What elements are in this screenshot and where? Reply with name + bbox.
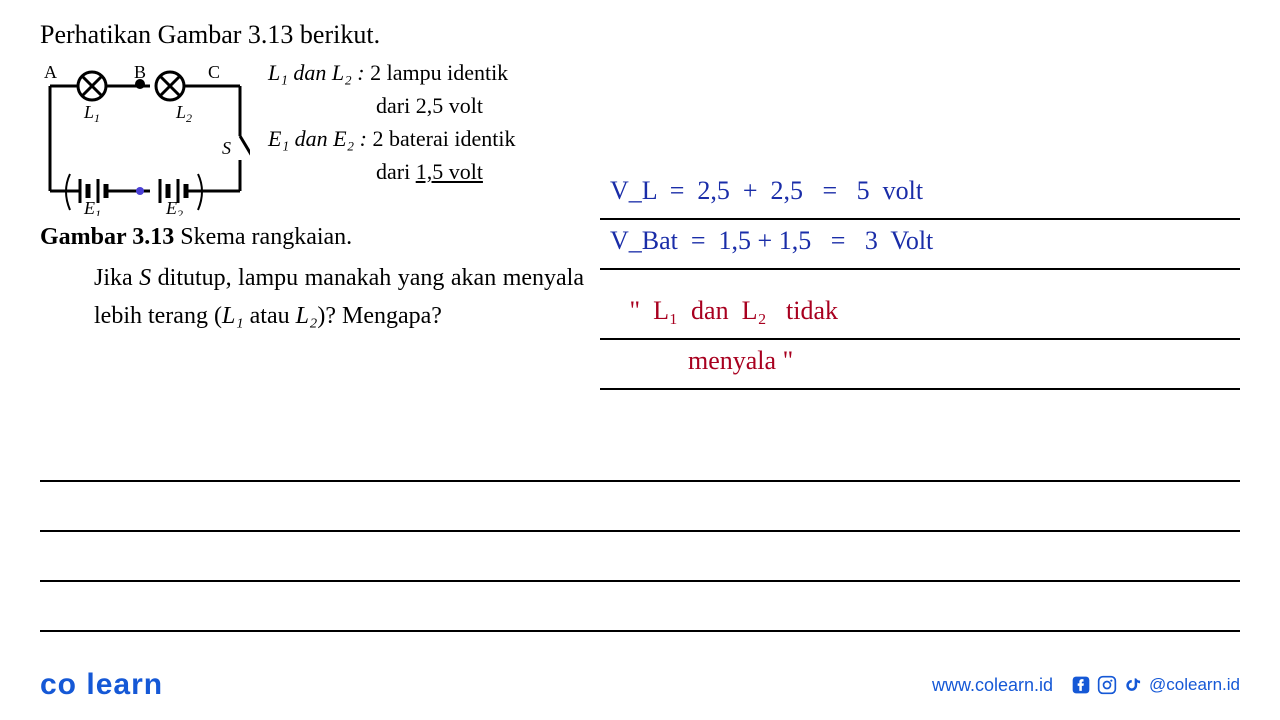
legend-e-label: E₁ dan E₂ :: [268, 126, 367, 151]
node-a-label: A: [44, 62, 57, 82]
social-icons: @colearn.id: [1071, 675, 1240, 695]
legend: L₁ dan L₂ : 2 lampu identik dari 2,5 vol…: [268, 56, 515, 216]
question-text: Jika S ditutup, lampu manakah yang akan …: [94, 259, 584, 336]
circuit-diagram: A B C L1 L2 S E1 E2: [40, 56, 250, 216]
brand-logo: co learn: [40, 668, 163, 702]
hw-line-2: V_Bat = 1,5 + 1,5 = 3 Volt: [600, 220, 1240, 270]
legend-e-desc: 2 baterai identik: [373, 126, 516, 151]
lamp-l1-label: L1: [83, 102, 100, 125]
circuit-svg: A B C L1 L2 S E1 E2: [40, 56, 250, 216]
hw-line-3: " L₁ dan L₂ tidak: [600, 290, 1240, 340]
battery-e2-label: E2: [165, 198, 183, 216]
legend-line-1: L₁ dan L₂ : 2 lampu identik: [268, 56, 515, 89]
tiktok-icon: [1123, 675, 1143, 695]
social-handle: @colearn.id: [1149, 675, 1240, 695]
legend-l-desc: 2 lampu identik: [370, 60, 508, 85]
instruction-title: Perhatikan Gambar 3.13 berikut.: [40, 20, 1240, 50]
legend-line-4: dari 1,5 volt: [268, 155, 515, 188]
caption-text: Skema rangkaian.: [174, 224, 352, 250]
footer-right: www.colearn.id @colearn.id: [932, 675, 1240, 696]
node-c-label: C: [208, 62, 220, 82]
facebook-icon: [1071, 675, 1091, 695]
handwriting-area: V_L = 2,5 + 2,5 = 5 volt V_Bat = 1,5 + 1…: [600, 170, 1240, 390]
rule-line: [40, 432, 1240, 482]
legend-line-4-val: 1,5 volt: [416, 159, 483, 184]
footer-url: www.colearn.id: [932, 675, 1053, 696]
brand-co: co: [40, 668, 77, 701]
legend-l-label: L₁ dan L₂ :: [268, 60, 365, 85]
footer: co learn www.colearn.id @colearn.id: [40, 668, 1240, 702]
hw-gap: [600, 270, 1240, 290]
hw-text-4: menyala ": [610, 346, 793, 376]
page: Perhatikan Gambar 3.13 berikut.: [0, 0, 1280, 720]
brand-learn: learn: [86, 668, 163, 701]
legend-line-4-pre: dari: [376, 159, 416, 184]
caption-number: Gambar 3.13: [40, 224, 174, 250]
rule-line: [40, 582, 1240, 632]
hw-text-1: V_L = 2,5 + 2,5 = 5 volt: [610, 176, 923, 206]
legend-line-2: dari 2,5 volt: [268, 89, 515, 122]
legend-line-3: E₁ dan E₂ : 2 baterai identik: [268, 122, 515, 155]
hw-line-1: V_L = 2,5 + 2,5 = 5 volt: [600, 170, 1240, 220]
hw-text-3: " L₁ dan L₂ tidak: [610, 296, 838, 326]
hw-line-4: menyala ": [600, 340, 1240, 390]
node-b-label: B: [134, 62, 146, 82]
rule-line: [40, 482, 1240, 532]
instagram-icon: [1097, 675, 1117, 695]
hw-text-2: V_Bat = 1,5 + 1,5 = 3 Volt: [610, 226, 933, 256]
ruled-lines: [40, 432, 1240, 632]
switch-label: S: [222, 138, 231, 158]
lamp-l2-label: L2: [175, 102, 192, 125]
rule-line: [40, 532, 1240, 582]
